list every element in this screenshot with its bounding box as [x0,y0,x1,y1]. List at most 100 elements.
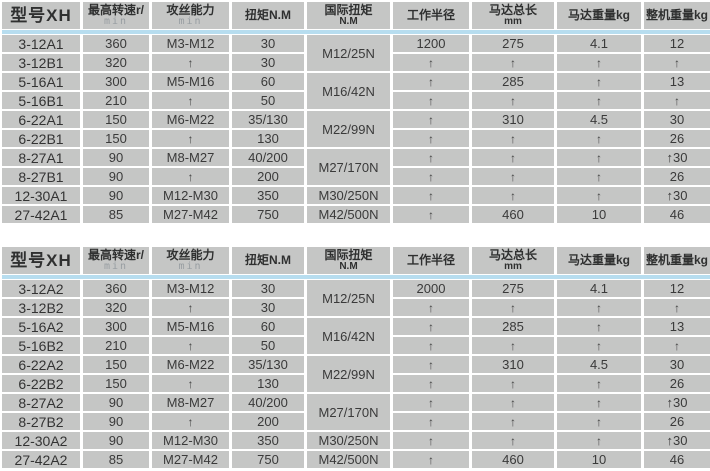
header-work-radius: 工作半径 [393,247,469,274]
header-total-weight: 整机重量kg [644,2,710,29]
cell-total-weight: ↑ [644,299,710,316]
cell-tap-capacity: ↑ [152,92,229,109]
header-label: 最高转速r/ [87,247,144,262]
cell-model: 12-30A1 [2,187,80,204]
header-total-weight: 整机重量kg [644,247,710,274]
cell-torque: 350 [232,432,304,449]
cell-model: 12-30A2 [2,432,80,449]
cell-tap-capacity: ↑ [152,168,229,185]
cell-motor-weight: ↑ [557,187,641,204]
cell-tap-capacity: M12-M30 [152,432,229,449]
cell-total-weight: 13 [644,318,710,335]
cell-int-torque: M22/99N [307,356,390,392]
cell-work-radius: ↑ [393,432,469,449]
cell-torque: 50 [232,337,304,354]
cell-int-torque: M42/500N [307,206,390,223]
cell-max-speed: 150 [83,375,149,392]
header-accent-line [2,275,710,279]
cell-work-radius: ↑ [393,168,469,185]
header-torque: 扭矩N.M [232,247,304,274]
cell-work-radius: ↑ [393,375,469,392]
cell-motor-weight: ↑ [557,130,641,147]
cell-torque: 30 [232,54,304,71]
cell-max-speed: 300 [83,318,149,335]
header-motor-weight: 马达重量kg [557,2,641,29]
cell-total-weight: 30 [644,356,710,373]
cell-motor-length: ↑ [472,54,554,71]
cell-work-radius: ↑ [393,130,469,147]
cell-max-speed: 150 [83,356,149,373]
header-max-speed: 最高转速r/min [83,2,149,29]
cell-motor-weight: ↑ [557,318,641,335]
table-body: 3-12A1 360 M3-M12 30 1200 275 4.1 12 3-12B1 320 ↑ 3… [2,35,710,223]
cell-max-speed: 320 [83,299,149,316]
header-work-radius: 工作半径 [393,2,469,29]
cell-tap-capacity: ↑ [152,299,229,316]
cell-total-weight: ↑30 [644,187,710,204]
cell-work-radius: ↑ [393,451,469,468]
cell-max-speed: 300 [83,73,149,90]
cell-motor-length: ↑ [472,432,554,449]
cell-motor-weight: 4.5 [557,356,641,373]
cell-tap-capacity: M6-M22 [152,111,229,128]
cell-motor-length: ↑ [472,299,554,316]
header-label: 扭矩N.M [245,8,291,23]
header-max-speed: 最高转速r/min [83,247,149,274]
cell-torque: 200 [232,413,304,430]
cell-model: 5-16B1 [2,92,80,109]
cell-motor-weight: ↑ [557,337,641,354]
spec-table-1: 型号XH 最高转速r/min 攻丝能力 min 扭矩N.M 国际扭矩 N.M 工作半径 马达总长… [2,2,710,223]
header-model: 型号XH [2,2,80,29]
cell-max-speed: 360 [83,35,149,52]
header-unit: min [178,260,203,272]
header-unit: N.M [339,260,358,272]
cell-work-radius: 2000 [393,280,469,297]
cell-motor-length: ↑ [472,130,554,147]
cell-max-speed: 90 [83,413,149,430]
cell-torque: 60 [232,318,304,335]
cell-work-radius: ↑ [393,92,469,109]
cell-int-torque: M30/250N [307,187,390,204]
header-label: 马达总长 [488,2,537,17]
cell-motor-weight: ↑ [557,168,641,185]
cell-tap-capacity: ↑ [152,130,229,147]
cell-motor-length: ↑ [472,337,554,354]
cell-motor-length: 460 [472,206,554,223]
cell-model: 3-12A2 [2,280,80,297]
cell-tap-capacity: M5-M16 [152,318,229,335]
header-motor-length: 马达总长 mm [472,2,554,29]
cell-tap-capacity: ↑ [152,337,229,354]
cell-motor-length: ↑ [472,375,554,392]
cell-motor-weight: ↑ [557,54,641,71]
cell-max-speed: 90 [83,432,149,449]
header-accent-line [2,30,710,34]
cell-motor-length: ↑ [472,168,554,185]
cell-model: 27-42A2 [2,451,80,468]
cell-int-torque: M42/500N [307,451,390,468]
cell-motor-weight: 10 [557,206,641,223]
cell-torque: 130 [232,130,304,147]
cell-tap-capacity: M3-M12 [152,35,229,52]
cell-max-speed: 90 [83,394,149,411]
cell-total-weight: 12 [644,280,710,297]
header-motor-weight: 马达重量kg [557,247,641,274]
cell-motor-length: 275 [472,35,554,52]
header-tap-capacity: 攻丝能力 min [152,247,229,274]
header-unit: mm [504,260,522,272]
cell-torque: 750 [232,206,304,223]
cell-work-radius: ↑ [393,149,469,166]
cell-motor-weight: 4.1 [557,35,641,52]
cell-motor-length: ↑ [472,394,554,411]
cell-tap-capacity: M3-M12 [152,280,229,297]
cell-total-weight: 26 [644,130,710,147]
cell-work-radius: ↑ [393,187,469,204]
cell-torque: 750 [232,451,304,468]
cell-int-torque: M16/42N [307,318,390,354]
cell-motor-weight: ↑ [557,299,641,316]
header-unit: mm [504,15,522,27]
cell-model: 3-12B1 [2,54,80,71]
cell-model: 6-22A1 [2,111,80,128]
cell-motor-length: ↑ [472,413,554,430]
cell-work-radius: 1200 [393,35,469,52]
cell-max-speed: 150 [83,111,149,128]
